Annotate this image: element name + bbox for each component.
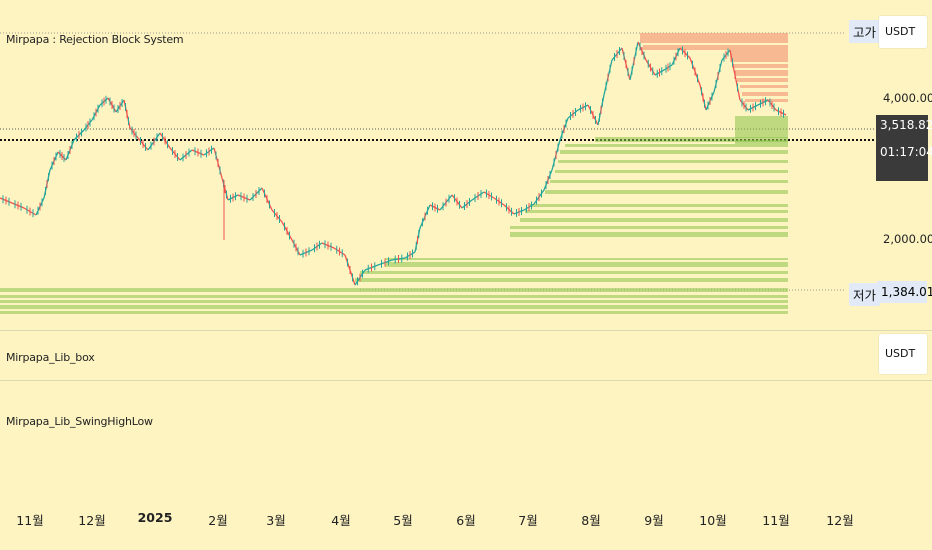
currency-selector[interactable]: USDT: [879, 16, 927, 48]
rejection-block-bull: [0, 305, 788, 309]
rejection-block-bear: [737, 78, 788, 82]
month-label: 5월: [393, 513, 413, 528]
rejection-block-bull: [385, 258, 788, 260]
rejection-block-bull: [545, 190, 788, 194]
rejection-block-bull: [0, 311, 788, 314]
month-label: 6월: [456, 513, 476, 528]
rejection-block-bull: [510, 226, 788, 229]
rejection-block-bear: [643, 45, 788, 50]
bar-countdown: 01:17:04: [880, 145, 932, 159]
rejection-block-bull: [595, 137, 788, 142]
month-label: 11월: [16, 513, 44, 528]
rejection-block-bull: [360, 271, 788, 274]
month-label: 7월: [518, 513, 538, 528]
current-price-tag: 3,518.82 01:17:04: [876, 115, 932, 181]
rejection-block-bear: [732, 64, 788, 68]
currency-selector-box[interactable]: USDT: [879, 334, 927, 374]
rejection-block-bear: [735, 70, 788, 76]
month-label: 4월: [331, 513, 351, 528]
month-label: 8월: [581, 513, 601, 528]
rejection-block-bear: [640, 33, 788, 43]
box-indicator-pane[interactable]: Mirpapa_Lib_box USDT: [0, 330, 932, 379]
rejection-block-bull: [385, 262, 788, 267]
low-label: 저가: [849, 283, 881, 306]
rejection-block-bear: [742, 92, 788, 96]
month-label: 10월: [699, 513, 727, 528]
indicator-title-box[interactable]: Mirpapa_Lib_box: [6, 351, 95, 364]
rejection-block-bull: [735, 140, 788, 144]
swing-indicator-pane[interactable]: Mirpapa_Lib_SwingHighLow: [0, 380, 932, 499]
price-axis-tick: 4,000.00: [883, 91, 932, 105]
main-chart-pane[interactable]: Mirpapa : Rejection Block System 고가 USDT…: [0, 0, 932, 330]
rejection-block-bull: [565, 144, 788, 147]
rejection-block-bull: [555, 170, 788, 173]
month-label: 2월: [208, 513, 228, 528]
rejection-block-bull: [560, 150, 788, 154]
rejection-block-bull: [530, 204, 788, 207]
current-price: 3,518.82: [880, 118, 932, 132]
rejection-block-bull: [0, 288, 788, 292]
price-chart[interactable]: [0, 0, 932, 330]
low-value: 1,384.01: [877, 281, 932, 303]
rejection-block-bear: [740, 85, 788, 88]
month-label: 12월: [78, 513, 106, 528]
rejection-block-bull: [0, 295, 788, 298]
rejection-block-bull: [558, 160, 788, 163]
rejection-block-bull: [525, 210, 788, 213]
rejection-block-bull: [0, 300, 788, 303]
rejection-block-bull: [550, 180, 788, 183]
month-label: 9월: [644, 513, 664, 528]
month-label: 11월: [762, 513, 790, 528]
high-label: 고가: [849, 20, 881, 43]
month-label: 12월: [826, 513, 854, 528]
rejection-block-bull: [355, 278, 788, 282]
month-label: 3월: [266, 513, 286, 528]
year-label: 2025: [137, 510, 173, 525]
rejection-block-bull: [510, 232, 788, 237]
rejection-block-bear: [730, 50, 788, 62]
rejection-block-bull: [520, 218, 788, 222]
rejection-block-bull: [735, 116, 788, 138]
price-axis-tick: 2,000.00: [883, 232, 932, 246]
indicator-title-main[interactable]: Mirpapa : Rejection Block System: [6, 33, 184, 46]
indicator-title-swing[interactable]: Mirpapa_Lib_SwingHighLow: [6, 415, 153, 428]
time-axis[interactable]: 11월 12월 2025 2월 3월 4월 5월 6월 7월 8월 9월 10월…: [0, 498, 932, 550]
